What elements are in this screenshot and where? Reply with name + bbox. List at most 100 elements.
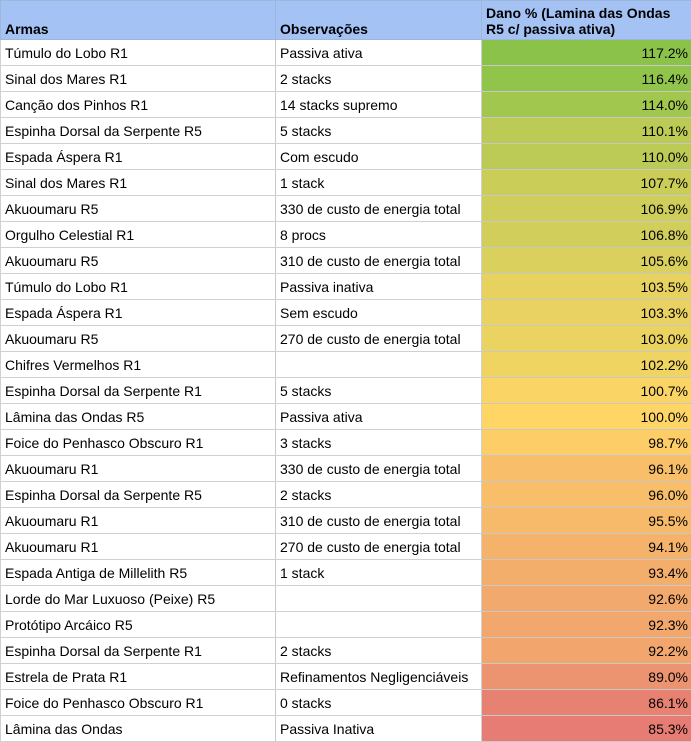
damage-cell[interactable]: 117.2% bbox=[482, 40, 691, 66]
obs-cell[interactable] bbox=[276, 612, 482, 638]
obs-cell[interactable]: 270 de custo de energia total bbox=[276, 326, 482, 352]
weapon-cell[interactable]: Orgulho Celestial R1 bbox=[1, 222, 276, 248]
weapon-cell[interactable]: Protótipo Arcáico R5 bbox=[1, 612, 276, 638]
obs-cell[interactable]: 310 de custo de energia total bbox=[276, 508, 482, 534]
damage-cell[interactable]: 103.3% bbox=[482, 300, 691, 326]
damage-cell[interactable]: 110.1% bbox=[482, 118, 691, 144]
weapon-cell[interactable]: Foice do Penhasco Obscuro R1 bbox=[1, 430, 276, 456]
obs-cell[interactable]: 3 stacks bbox=[276, 430, 482, 456]
header-weapon[interactable]: Armas bbox=[1, 1, 276, 40]
weapon-cell[interactable]: Lâmina das Ondas bbox=[1, 716, 276, 742]
obs-cell[interactable]: 2 stacks bbox=[276, 66, 482, 92]
weapon-cell[interactable]: Canção dos Pinhos R1 bbox=[1, 92, 276, 118]
damage-cell[interactable]: 92.3% bbox=[482, 612, 691, 638]
obs-cell[interactable]: 2 stacks bbox=[276, 638, 482, 664]
obs-cell[interactable]: Passiva ativa bbox=[276, 40, 482, 66]
damage-cell[interactable]: 114.0% bbox=[482, 92, 691, 118]
weapon-cell[interactable]: Espada Antiga de Millelith R5 bbox=[1, 560, 276, 586]
damage-cell[interactable]: 85.3% bbox=[482, 716, 691, 742]
damage-cell[interactable]: 103.0% bbox=[482, 326, 691, 352]
obs-cell[interactable]: 5 stacks bbox=[276, 118, 482, 144]
obs-cell[interactable]: Refinamentos Negligenciáveis bbox=[276, 664, 482, 690]
weapon-cell[interactable]: Espada Áspera R1 bbox=[1, 300, 276, 326]
obs-cell[interactable]: 1 stack bbox=[276, 170, 482, 196]
header-damage[interactable]: Dano % (Lamina das Ondas R5 c/ passiva a… bbox=[482, 1, 691, 40]
weapon-cell[interactable]: Túmulo do Lobo R1 bbox=[1, 40, 276, 66]
obs-cell[interactable]: 330 de custo de energia total bbox=[276, 196, 482, 222]
obs-cell[interactable]: 1 stack bbox=[276, 560, 482, 586]
weapon-cell[interactable]: Espinha Dorsal da Serpente R5 bbox=[1, 482, 276, 508]
obs-cell[interactable]: 14 stacks supremo bbox=[276, 92, 482, 118]
weapon-cell[interactable]: Sinal dos Mares R1 bbox=[1, 170, 276, 196]
obs-cell[interactable] bbox=[276, 352, 482, 378]
weapon-cell[interactable]: Akuoumaru R1 bbox=[1, 456, 276, 482]
obs-cell[interactable]: Com escudo bbox=[276, 144, 482, 170]
damage-cell[interactable]: 94.1% bbox=[482, 534, 691, 560]
weapon-cell[interactable]: Akuoumaru R5 bbox=[1, 248, 276, 274]
obs-cell[interactable]: Passiva inativa bbox=[276, 274, 482, 300]
obs-cell[interactable]: 310 de custo de energia total bbox=[276, 248, 482, 274]
damage-cell[interactable]: 100.0% bbox=[482, 404, 691, 430]
weapon-cell[interactable]: Espada Áspera R1 bbox=[1, 144, 276, 170]
obs-cell[interactable]: Sem escudo bbox=[276, 300, 482, 326]
weapon-cell[interactable]: Akuoumaru R1 bbox=[1, 508, 276, 534]
weapon-cell[interactable]: Espinha Dorsal da Serpente R5 bbox=[1, 118, 276, 144]
obs-cell[interactable]: 270 de custo de energia total bbox=[276, 534, 482, 560]
damage-cell[interactable]: 92.2% bbox=[482, 638, 691, 664]
weapon-cell[interactable]: Espinha Dorsal da Serpente R1 bbox=[1, 638, 276, 664]
damage-cell[interactable]: 95.5% bbox=[482, 508, 691, 534]
header-notes[interactable]: Observações bbox=[276, 1, 482, 40]
obs-cell[interactable]: 330 de custo de energia total bbox=[276, 456, 482, 482]
damage-cell[interactable]: 103.5% bbox=[482, 274, 691, 300]
damage-cell[interactable]: 116.4% bbox=[482, 66, 691, 92]
damage-cell[interactable]: 93.4% bbox=[482, 560, 691, 586]
weapon-cell[interactable]: Lorde do Mar Luxuoso (Peixe) R5 bbox=[1, 586, 276, 612]
obs-cell[interactable]: 2 stacks bbox=[276, 482, 482, 508]
obs-cell[interactable]: 0 stacks bbox=[276, 690, 482, 716]
weapon-cell[interactable]: Espinha Dorsal da Serpente R1 bbox=[1, 378, 276, 404]
weapon-cell[interactable]: Sinal dos Mares R1 bbox=[1, 66, 276, 92]
damage-cell[interactable]: 98.7% bbox=[482, 430, 691, 456]
damage-cell[interactable]: 102.2% bbox=[482, 352, 691, 378]
weapon-cell[interactable]: Foice do Penhasco Obscuro R1 bbox=[1, 690, 276, 716]
obs-cell[interactable]: Passiva Inativa bbox=[276, 716, 482, 742]
obs-cell[interactable] bbox=[276, 586, 482, 612]
damage-cell[interactable]: 86.1% bbox=[482, 690, 691, 716]
weapon-cell[interactable]: Akuoumaru R5 bbox=[1, 196, 276, 222]
table-row: Chifres Vermelhos R1 102.2% bbox=[1, 352, 691, 378]
weapon-cell[interactable]: Akuoumaru R5 bbox=[1, 326, 276, 352]
damage-cell[interactable]: 96.0% bbox=[482, 482, 691, 508]
weapon-cell[interactable]: Túmulo do Lobo R1 bbox=[1, 274, 276, 300]
damage-cell[interactable]: 100.7% bbox=[482, 378, 691, 404]
damage-cell[interactable]: 106.9% bbox=[482, 196, 691, 222]
obs-cell[interactable]: Passiva ativa bbox=[276, 404, 482, 430]
damage-cell[interactable]: 110.0% bbox=[482, 144, 691, 170]
damage-cell[interactable]: 107.7% bbox=[482, 170, 691, 196]
damage-cell[interactable]: 105.6% bbox=[482, 248, 691, 274]
damage-cell[interactable]: 89.0% bbox=[482, 664, 691, 690]
damage-cell[interactable]: 106.8% bbox=[482, 222, 691, 248]
weapon-cell[interactable]: Lâmina das Ondas R5 bbox=[1, 404, 276, 430]
damage-cell[interactable]: 96.1% bbox=[482, 456, 691, 482]
header-row: Armas Observações Dano % (Lamina das Ond… bbox=[1, 1, 691, 40]
weapon-cell[interactable]: Akuoumaru R1 bbox=[1, 534, 276, 560]
weapon-cell[interactable]: Chifres Vermelhos R1 bbox=[1, 352, 276, 378]
obs-cell[interactable]: 8 procs bbox=[276, 222, 482, 248]
damage-cell[interactable]: 92.6% bbox=[482, 586, 691, 612]
weapon-cell[interactable]: Estrela de Prata R1 bbox=[1, 664, 276, 690]
obs-cell[interactable]: 5 stacks bbox=[276, 378, 482, 404]
